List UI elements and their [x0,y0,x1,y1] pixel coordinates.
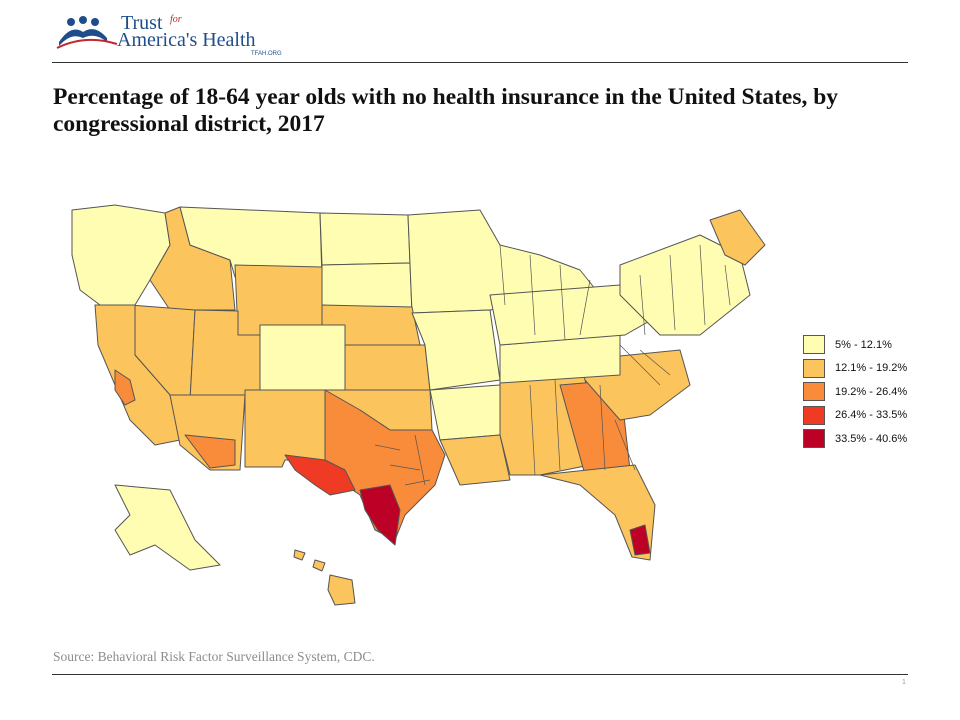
page-number: 1 [902,679,906,686]
legend-label: 33.5% - 40.6% [835,432,908,445]
legend-item: 12.1% - 19.2% [803,357,907,381]
map-legend: 5% - 12.1% 12.1% - 19.2% 19.2% - 26.4% 2… [803,333,907,451]
bottom-divider [52,674,908,675]
map-region-california-coast [114,369,136,406]
map-region-alaska [114,484,221,571]
top-divider [52,62,908,63]
legend-swatch [803,358,825,378]
map-region-west-texas [284,454,356,496]
logo-trust: Trust [121,12,163,34]
legend-swatch [803,429,825,449]
map-region-california [94,304,181,446]
legend-label: 19.2% - 26.4% [835,385,908,398]
map-region-missouri [411,309,501,391]
map-region-hawaii-2 [312,559,326,572]
us-district-map [71,204,766,606]
map-region-arkansas [429,384,501,441]
map-region-north-dakota [319,212,411,266]
legend-label: 12.1% - 19.2% [835,362,908,375]
map-region-kansas [344,344,431,391]
map-region-colorado [259,324,346,391]
map-region-northwest [71,204,171,306]
legend-item: 5% - 12.1% [803,333,907,357]
logo-for: for [170,14,182,25]
map-region-maine [709,209,766,266]
people-icon [56,16,118,49]
legend-swatch [803,335,825,355]
district-boundaries [374,244,731,486]
logo-americas-health: America's Health [117,29,256,51]
legend-swatch [803,382,825,402]
legend-swatch [803,405,825,425]
legend-item: 19.2% - 26.4% [803,380,907,404]
legend-label: 5% - 12.1% [835,338,892,351]
legend-item: 26.4% - 33.5% [803,404,907,428]
map-region-florida [539,464,656,561]
legend-item: 33.5% - 40.6% [803,427,907,451]
logo-url: TFAH.ORG [251,51,282,57]
map-region-arizona-south [184,434,236,469]
map-region-northeast [619,234,751,336]
map-region-hawaii-3 [327,574,356,606]
map-region-hawaii [293,549,306,561]
tfah-logo: Trust for America's Health TFAH.ORG [56,12,282,57]
map-region-south-florida [629,524,651,556]
legend-label: 26.4% - 33.5% [835,409,908,422]
map-region-south-texas [359,484,401,546]
source-note: Source: Behavioral Risk Factor Surveilla… [53,649,375,664]
slide-title: Percentage of 18-64 year olds with no he… [53,84,839,137]
map-region-louisiana [439,434,511,486]
